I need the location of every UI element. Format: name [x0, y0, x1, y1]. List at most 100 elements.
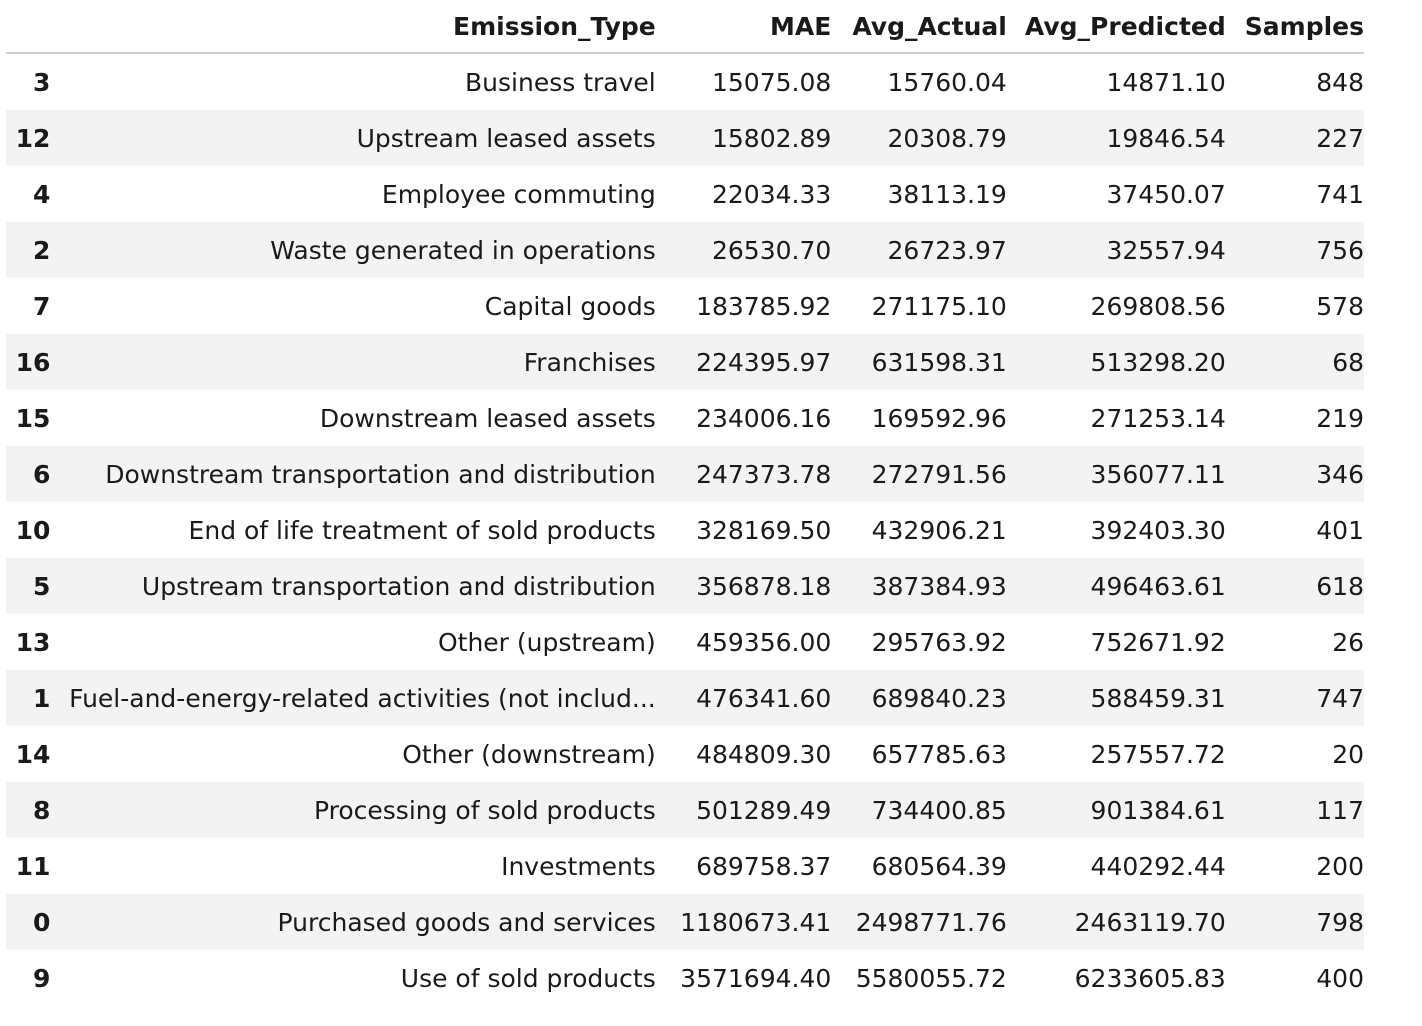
header-avg-predicted: Avg_Predicted [1006, 0, 1226, 54]
cell-mae: 328169.50 [696, 515, 832, 545]
cell-avg-actual: 734400.85 [871, 795, 1007, 825]
cell-avg-actual: 272791.56 [871, 459, 1007, 489]
row-index: 2 [32, 235, 51, 265]
cell-emission-type: Investments [501, 851, 656, 881]
cell-emission-type: Downstream leased assets [319, 403, 656, 433]
cell-emission-type: Fuel-and-energy-related activities (not … [69, 683, 656, 713]
row-index: 6 [32, 459, 51, 489]
cell-avg-predicted: 14871.10 [1106, 67, 1226, 97]
cell-mae: 476341.60 [696, 683, 832, 713]
row-index: 11 [15, 851, 51, 881]
row-index: 5 [32, 571, 51, 601]
cell-avg-predicted: 513298.20 [1090, 347, 1226, 377]
header-index [6, 0, 51, 54]
cell-samples: 618 [1316, 571, 1364, 601]
row-index: 0 [32, 907, 51, 937]
table-row: 1 Fuel-and-energy-related activities (not… [6, 670, 1364, 726]
header-samples: Samples [1225, 0, 1364, 54]
table-row: 16 Franchises 224395.97 631598.31 513298.20 6… [6, 334, 1364, 390]
cell-samples: 346 [1316, 459, 1364, 489]
cell-samples: 756 [1316, 235, 1364, 265]
table-row: 14 Other (downstream) 484809.30 657785.63 25… [6, 726, 1364, 782]
table-header: Emission_Type MAE Avg_Actual Avg_Predict… [6, 0, 1364, 54]
cell-emission-type: Waste generated in operations [270, 235, 656, 265]
header-emission-type: Emission_Type [50, 0, 656, 54]
cell-avg-actual: 5580055.72 [855, 963, 1007, 993]
cell-emission-type: Downstream transportation and distributi… [105, 459, 656, 489]
cell-mae: 3571694.40 [680, 963, 832, 993]
header-mae: MAE [655, 0, 832, 54]
cell-avg-predicted: 901384.61 [1090, 795, 1226, 825]
cell-mae: 15802.89 [711, 123, 832, 153]
cell-avg-actual: 387384.93 [871, 571, 1007, 601]
row-index: 8 [32, 795, 51, 825]
table-row: 0 Purchased goods and services 1180673.41 2… [6, 894, 1364, 950]
cell-emission-type: Business travel [465, 67, 656, 97]
table-row: 11 Investments 689758.37 680564.39 440292.44… [6, 838, 1364, 894]
row-index: 7 [32, 291, 51, 321]
cell-emission-type: Upstream leased assets [356, 123, 656, 153]
row-index: 4 [32, 179, 51, 209]
table-body: 3 Business travel 15075.08 15760.04 14871.10… [6, 53, 1364, 1006]
table-row: 5 Upstream transportation and distributio… [6, 558, 1364, 614]
cell-samples: 798 [1316, 907, 1364, 937]
dataframe-container: Emission_Type MAE Avg_Actual Avg_Predict… [6, 0, 1364, 1006]
cell-avg-predicted: 269808.56 [1090, 291, 1226, 321]
cell-avg-predicted: 271253.14 [1090, 403, 1226, 433]
cell-mae: 459356.00 [696, 627, 832, 657]
header-row: Emission_Type MAE Avg_Actual Avg_Predict… [6, 0, 1364, 54]
cell-samples: 848 [1316, 67, 1364, 97]
cell-emission-type: End of life treatment of sold products [188, 515, 656, 545]
cell-samples: 117 [1316, 795, 1364, 825]
cell-samples: 200 [1316, 851, 1364, 881]
cell-avg-predicted: 440292.44 [1090, 851, 1226, 881]
cell-mae: 689758.37 [696, 851, 832, 881]
row-index: 12 [15, 123, 51, 153]
cell-avg-predicted: 257557.72 [1090, 739, 1226, 769]
table-row: 3 Business travel 15075.08 15760.04 14871.10… [6, 53, 1364, 110]
table-row: 9 Use of sold products 3571694.40 5580055.7… [6, 950, 1364, 1006]
cell-emission-type: Other (upstream) [437, 627, 656, 657]
cell-mae: 15075.08 [711, 67, 832, 97]
cell-avg-actual: 689840.23 [871, 683, 1007, 713]
cell-avg-actual: 169592.96 [871, 403, 1007, 433]
cell-samples: 401 [1316, 515, 1364, 545]
cell-mae: 224395.97 [696, 347, 832, 377]
cell-avg-actual: 15760.04 [887, 67, 1007, 97]
cell-samples: 400 [1316, 963, 1364, 993]
cell-avg-actual: 657785.63 [871, 739, 1007, 769]
cell-emission-type: Purchased goods and services [277, 907, 656, 937]
cell-mae: 484809.30 [696, 739, 832, 769]
cell-mae: 183785.92 [696, 291, 832, 321]
cell-samples: 741 [1316, 179, 1364, 209]
cell-samples: 68 [1332, 347, 1364, 377]
cell-emission-type: Upstream transportation and distribution [141, 571, 656, 601]
row-index: 1 [32, 683, 51, 713]
cell-mae: 22034.33 [711, 179, 832, 209]
row-index: 3 [32, 67, 51, 97]
table-row: 13 Other (upstream) 459356.00 295763.92 7526… [6, 614, 1364, 670]
cell-avg-predicted: 588459.31 [1090, 683, 1226, 713]
cell-samples: 747 [1316, 683, 1364, 713]
row-index: 10 [15, 515, 51, 545]
cell-emission-type: Use of sold products [400, 963, 656, 993]
cell-emission-type: Other (downstream) [402, 739, 656, 769]
cell-emission-type: Employee commuting [381, 179, 656, 209]
cell-avg-actual: 271175.10 [871, 291, 1007, 321]
cell-mae: 1180673.41 [680, 907, 832, 937]
cell-avg-actual: 295763.92 [871, 627, 1007, 657]
cell-avg-predicted: 496463.61 [1090, 571, 1226, 601]
cell-avg-actual: 2498771.76 [855, 907, 1007, 937]
cell-avg-predicted: 752671.92 [1090, 627, 1226, 657]
cell-mae: 234006.16 [696, 403, 832, 433]
table-row: 10 End of life treatment of sold products… [6, 502, 1364, 558]
cell-samples: 26 [1332, 627, 1364, 657]
cell-samples: 219 [1316, 403, 1364, 433]
cell-avg-predicted: 37450.07 [1106, 179, 1226, 209]
table-row: 15 Downstream leased assets 234006.16 16959… [6, 390, 1364, 446]
row-index: 15 [15, 403, 51, 433]
table-row: 12 Upstream leased assets 15802.89 20308.79… [6, 110, 1364, 166]
cell-mae: 247373.78 [696, 459, 832, 489]
cell-avg-actual: 680564.39 [871, 851, 1007, 881]
row-index: 14 [15, 739, 51, 769]
